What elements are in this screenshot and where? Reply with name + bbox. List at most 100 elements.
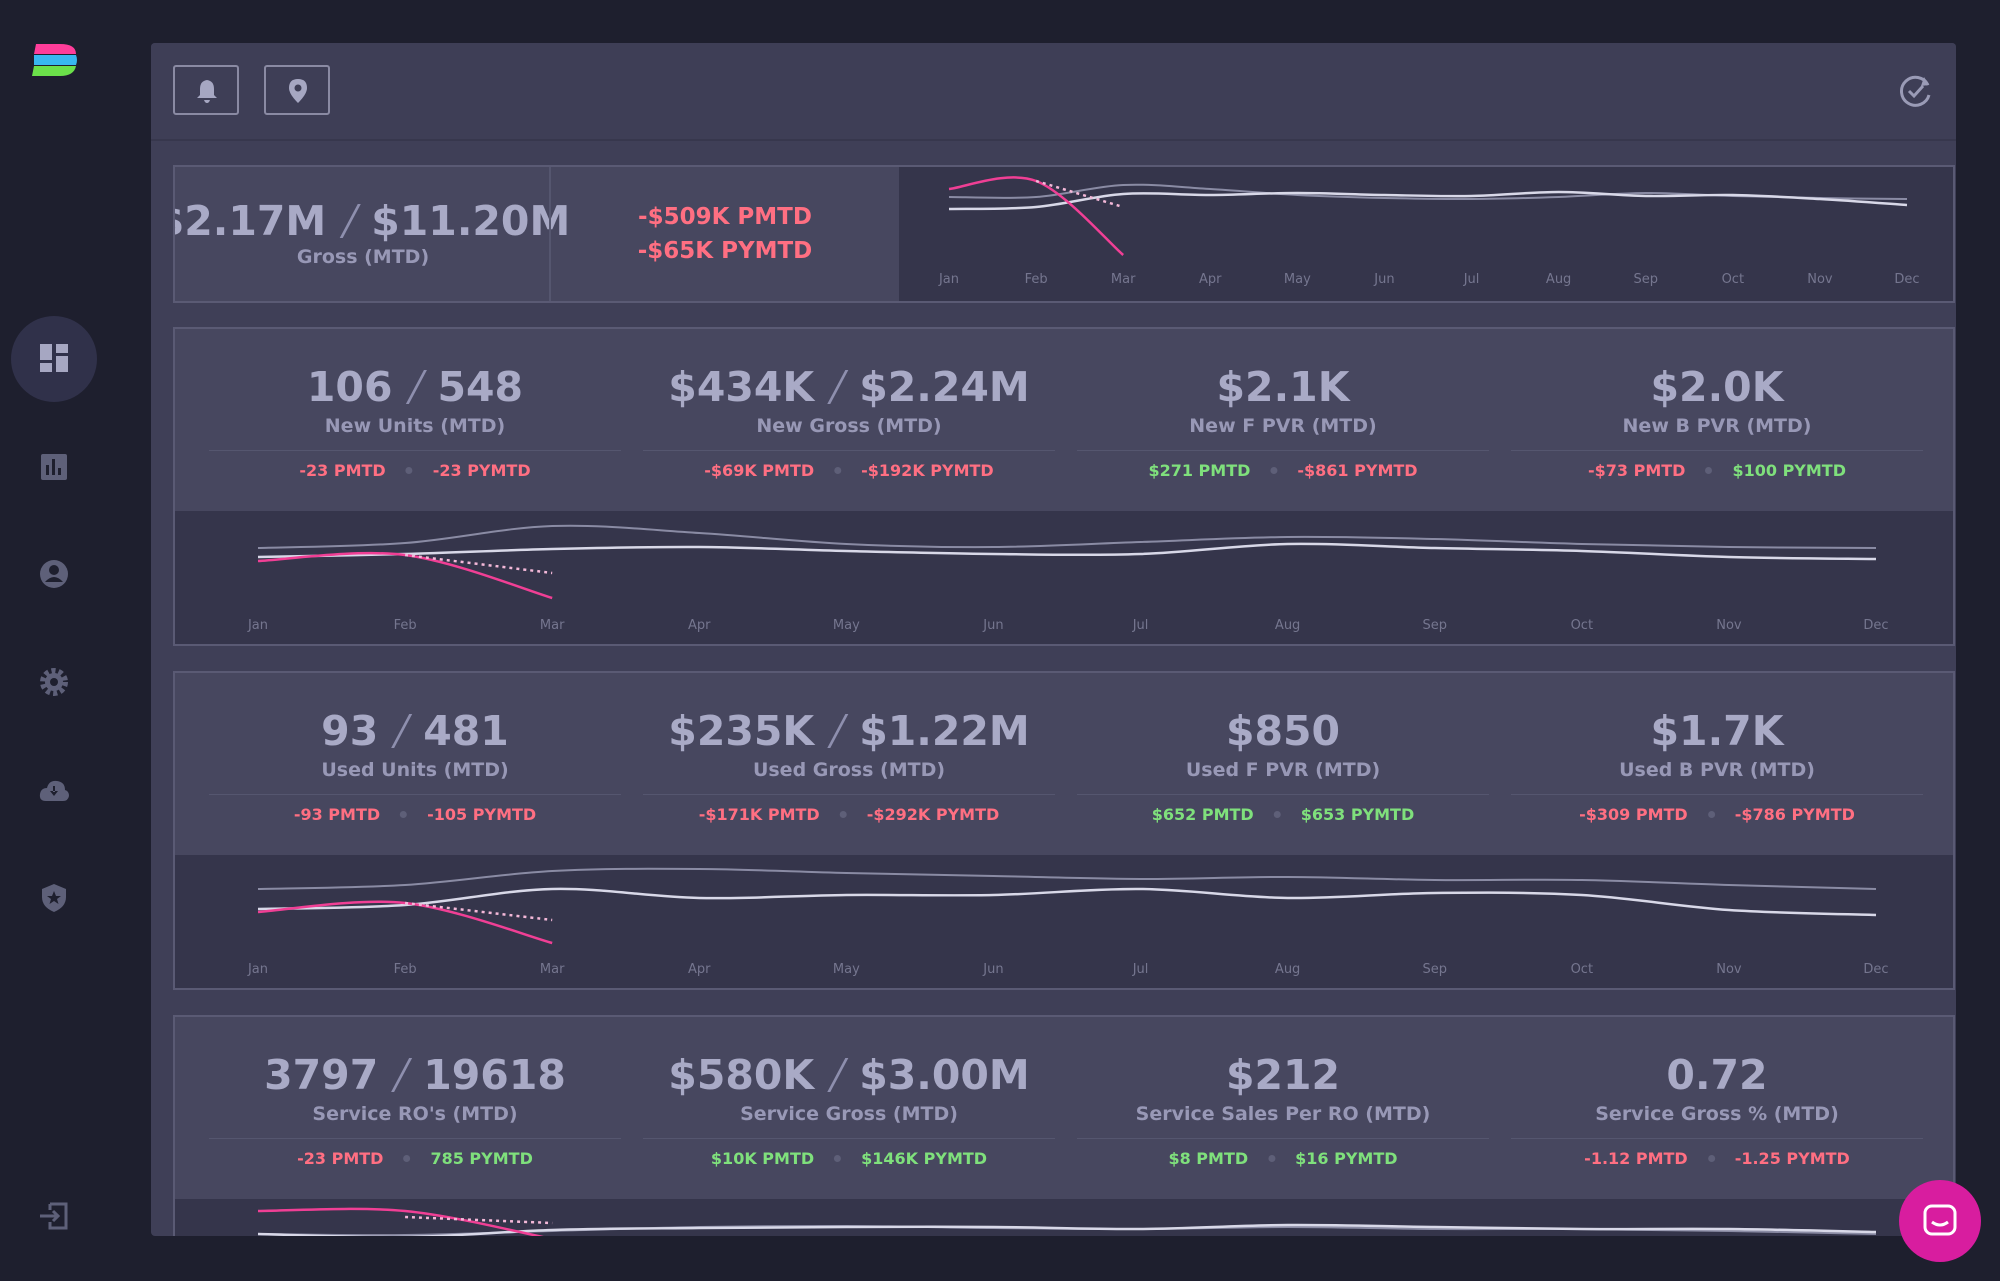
delta: $653 PYMTD bbox=[1300, 805, 1415, 824]
month-label: Jul bbox=[1132, 618, 1149, 633]
delta-separator bbox=[1707, 811, 1715, 818]
line-prior-year bbox=[257, 524, 1877, 549]
active-nav-bg bbox=[11, 316, 97, 402]
kpi-deltas: -$69K PMTD -$192K PYMTD bbox=[704, 461, 993, 480]
kpi-label: New F PVR (MTD) bbox=[1189, 415, 1377, 437]
kpi-total: 481 bbox=[423, 707, 509, 755]
month-label: Oct bbox=[1570, 618, 1594, 633]
kpi-mtd: $1.7K bbox=[1650, 707, 1784, 755]
month-label: Jul bbox=[1132, 962, 1149, 977]
kpi-deltas: -1.12 PMTD -1.25 PYMTD bbox=[1584, 1149, 1850, 1168]
kpi-mtd: 106 bbox=[306, 363, 393, 411]
month-label: Mar bbox=[539, 618, 565, 633]
month-label: Apr bbox=[688, 962, 711, 977]
month-label: Aug bbox=[1274, 962, 1301, 977]
kpi-card: 106 548 New Units (MTD) -23 PMTD -23 PYMTD $4… bbox=[173, 327, 1955, 646]
month-label: Mar bbox=[1110, 272, 1136, 287]
month-label: Jan bbox=[247, 618, 269, 633]
kpi-divider bbox=[1077, 450, 1489, 451]
line-average bbox=[257, 542, 1877, 561]
kpi-value: 106 548 bbox=[307, 363, 523, 411]
delta: $10K PMTD bbox=[710, 1149, 815, 1168]
delta: -1.25 PYMTD bbox=[1734, 1149, 1850, 1168]
kpi-total: $3.00M bbox=[859, 1051, 1030, 1099]
sparkline bbox=[257, 867, 1877, 945]
separator bbox=[827, 370, 849, 404]
logo bbox=[32, 44, 77, 76]
month-label: Jun bbox=[1374, 272, 1395, 287]
kpi-mtd: $212 bbox=[1225, 1051, 1341, 1099]
section-divider bbox=[549, 167, 551, 301]
separator bbox=[405, 370, 427, 404]
kpi-label: Used F PVR (MTD) bbox=[1185, 759, 1381, 781]
notifications-button[interactable] bbox=[173, 65, 239, 115]
delta: -$171K PMTD bbox=[698, 805, 820, 824]
delta: $100 PYMTD bbox=[1732, 461, 1846, 480]
kpi-value: $850 bbox=[1226, 707, 1340, 755]
kpi-value: 93 481 bbox=[321, 707, 509, 755]
month-label: Aug bbox=[1545, 272, 1572, 287]
month-label: Apr bbox=[1199, 272, 1222, 287]
kpi-mtd: 93 bbox=[321, 707, 379, 755]
line-current bbox=[257, 900, 553, 945]
delta: -$192K PYMTD bbox=[861, 461, 994, 480]
kpi-mtd: $850 bbox=[1225, 707, 1341, 755]
delta: $652 PMTD bbox=[1151, 805, 1254, 824]
month-label: Jan bbox=[938, 272, 960, 287]
delta-separator bbox=[403, 1155, 411, 1162]
month-label: Jun bbox=[983, 962, 1004, 977]
delta: $271 PMTD bbox=[1148, 461, 1251, 480]
month-label: Jan bbox=[247, 962, 269, 977]
kpi-deltas: -$171K PMTD -$292K PYMTD bbox=[699, 805, 1000, 824]
gross-label: Gross (MTD) bbox=[296, 246, 430, 268]
month-label: Nov bbox=[1716, 618, 1742, 633]
month-label: Apr bbox=[688, 618, 711, 633]
kpi-value: 0.72 bbox=[1666, 1051, 1767, 1099]
kpi-deltas: -23 PMTD -23 PYMTD bbox=[299, 461, 530, 480]
delta: $146K PYMTD bbox=[861, 1149, 988, 1168]
month-label: Sep bbox=[1422, 962, 1447, 977]
kpi-mtd: $434K bbox=[668, 363, 815, 411]
kpi-divider bbox=[209, 794, 621, 795]
month-label: Feb bbox=[1024, 272, 1048, 287]
kpi-divider bbox=[643, 1138, 1055, 1139]
separator bbox=[391, 714, 413, 748]
gross-total: $11.20M bbox=[371, 197, 571, 245]
kpi-total: 19618 bbox=[423, 1051, 566, 1099]
month-label: Mar bbox=[539, 962, 565, 977]
delta: -$861 PYMTD bbox=[1297, 461, 1418, 480]
sparkline bbox=[257, 524, 1877, 600]
line-current bbox=[257, 551, 553, 600]
kpi-divider bbox=[209, 1138, 621, 1139]
kpi-label: Used Gross (MTD) bbox=[752, 759, 946, 781]
kpi-label: Service Sales Per RO (MTD) bbox=[1135, 1103, 1431, 1125]
line-average bbox=[257, 1223, 1877, 1236]
delta: -23 PMTD bbox=[297, 1149, 384, 1168]
location-button[interactable] bbox=[264, 65, 330, 115]
kpi-label: Service Gross % (MTD) bbox=[1595, 1103, 1839, 1125]
month-label: Dec bbox=[1894, 272, 1920, 287]
kpi-divider bbox=[643, 450, 1055, 451]
kpi-deltas: $271 PMTD -$861 PYMTD bbox=[1148, 461, 1417, 480]
month-label: Feb bbox=[393, 962, 417, 977]
delta: -105 PYMTD bbox=[427, 805, 537, 824]
gross-value: $2.17M $11.20M bbox=[175, 197, 571, 245]
delta-separator bbox=[400, 811, 408, 818]
line-average bbox=[948, 190, 1908, 211]
line-current bbox=[948, 176, 1124, 256]
kpi-deltas: $652 PMTD $653 PYMTD bbox=[1152, 805, 1414, 824]
kpi-value: $580K $3.00M bbox=[668, 1051, 1029, 1099]
kpi-deltas: -23 PMTD 785 PYMTD bbox=[297, 1149, 533, 1168]
month-label: Sep bbox=[1633, 272, 1658, 287]
delta-separator bbox=[405, 467, 413, 474]
delta: -$69K PMTD bbox=[704, 461, 815, 480]
chat-button[interactable] bbox=[1899, 1180, 1981, 1262]
kpi-label: Service Gross (MTD) bbox=[740, 1103, 958, 1125]
line-projection bbox=[1035, 179, 1124, 209]
kpi-value: $2.1K bbox=[1217, 363, 1350, 411]
line-prior-year bbox=[257, 867, 1877, 890]
refresh-button[interactable] bbox=[1898, 73, 1934, 109]
delta: -$309 PMTD bbox=[1579, 805, 1688, 824]
